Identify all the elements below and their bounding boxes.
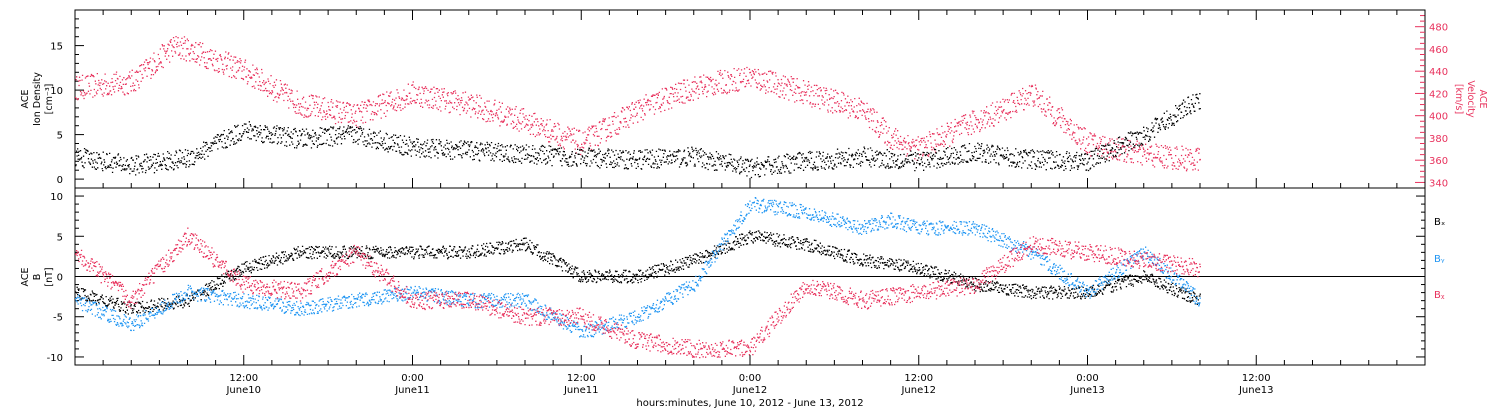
density-tick-label: 0 [57,175,63,186]
b-points-2 [75,227,1201,359]
velocity-axis-label-line: Velocity [1465,80,1476,118]
x-tick-time: 0:00 [739,373,761,384]
x-tick-time: 12:00 [229,373,258,384]
x-tick-day: June11 [394,385,430,396]
legend-item: Bₓ [1434,217,1445,228]
velocity-tick-label: 380 [1429,134,1448,145]
velocity-axis-label: ACEVelocity[km/s] [1453,80,1488,118]
b-axis-label-line: B [32,274,43,281]
velocity-axis-label-line: ACE [1477,90,1488,109]
x-tick-day: June13 [1069,385,1105,396]
b-tick-label: 10 [50,192,63,203]
time-axis: 12:00June100:00June1112:00June110:00June… [74,10,1426,396]
density-tick-label: 10 [50,86,63,97]
density-axis-label-line: [cm⁻³] [44,84,55,115]
density-axis-label-line: ACE [20,90,31,109]
magnetic-field-panel: -10 -5 0 5 10 ACEB[nT] Bₓ Bᵧ Bᵪ [20,187,1445,366]
velocity-tick-label: 360 [1429,156,1448,167]
b-axis-label-line: [nT] [44,267,55,286]
velocity-axis-label-line: [km/s] [1453,84,1464,114]
density-tick-label: 15 [50,42,63,53]
b-tick-label: 0 [57,273,63,284]
x-tick-day: June12 [900,385,936,396]
legend-item: Bᵪ [1434,290,1445,301]
x-tick-time: 0:00 [1076,373,1098,384]
x-tick-day: June10 [225,385,261,396]
velocity-tick-label: 400 [1429,112,1448,123]
b-tick-label: -10 [47,353,63,364]
x-tick-day: June11 [563,385,599,396]
b-tick-label: 5 [57,232,63,243]
density-axis-label: ACEIon Density[cm⁻³] [20,72,55,126]
velocity-tick-label: 420 [1429,89,1448,100]
x-axis-label: hours:minutes, June 10, 2012 - June 13, … [636,398,863,409]
b-points-1 [75,197,1201,338]
b-axis-label: ACEB[nT] [20,267,55,286]
b-tick-label: -5 [53,313,63,324]
x-tick-time: 12:00 [904,373,933,384]
legend-item: Bᵧ [1434,254,1445,265]
x-tick-time: 0:00 [401,373,423,384]
velocity-tick-label: 480 [1429,23,1448,34]
x-tick-day: June12 [732,385,768,396]
x-tick-day: June13 [1238,385,1274,396]
x-tick-time: 12:00 [1242,373,1271,384]
velocity-points [75,35,1201,172]
x-tick-time: 12:00 [567,373,596,384]
density-points [75,93,1201,179]
velocity-tick-label: 440 [1429,67,1448,78]
b-axis-label-line: ACE [20,268,31,287]
velocity-tick-label: 460 [1429,45,1448,56]
velocity-tick-label: 340 [1429,178,1448,189]
b-points-0 [75,230,1201,315]
density-axis-label-line: Ion Density [32,72,43,126]
density-tick-label: 5 [57,131,63,142]
